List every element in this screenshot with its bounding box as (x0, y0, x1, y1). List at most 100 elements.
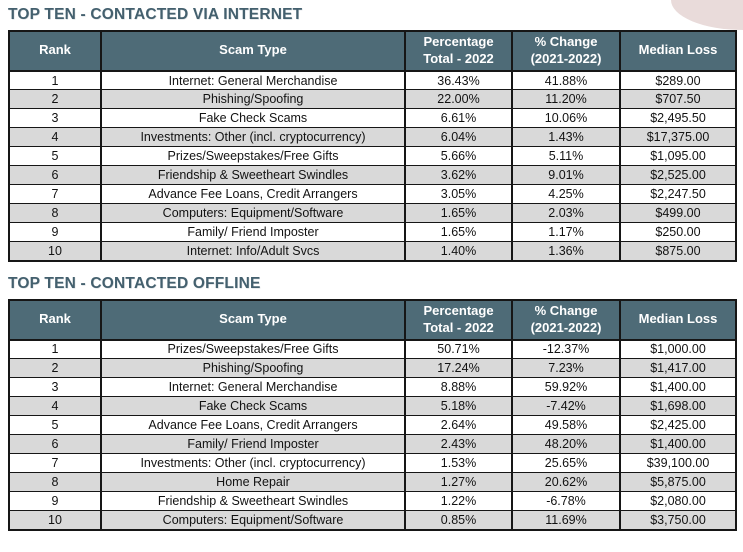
table-cell: 7 (8, 453, 102, 474)
table-cell: 9 (8, 491, 102, 512)
column-header: Rank (8, 30, 102, 72)
table-cell: $1,698.00 (619, 396, 737, 417)
table-cell: $289.00 (619, 70, 737, 91)
table-cell: 2.03% (511, 203, 621, 224)
table-cell: 11.69% (511, 510, 621, 531)
table-cell: $2,525.00 (619, 165, 737, 186)
table-cell: Advance Fee Loans, Credit Arrangers (100, 415, 406, 436)
table-row: 7 Investments: Other (incl. cryptocurrenc… (8, 453, 737, 474)
table-cell: 1 (8, 70, 102, 91)
table-cell: 5 (8, 146, 102, 167)
table-cell: 11.20% (511, 89, 621, 110)
table-cell: $39,100.00 (619, 453, 737, 474)
table-cell: 4.25% (511, 184, 621, 205)
table-cell: 3 (8, 377, 102, 398)
table-cell: $1,095.00 (619, 146, 737, 167)
table-cell: 17.24% (404, 358, 513, 379)
column-header: Median Loss (619, 298, 737, 341)
table-cell: $875.00 (619, 241, 737, 262)
table-cell: 1.22% (404, 491, 513, 512)
table-cell: Family/ Friend Imposter (100, 222, 406, 243)
table-row: 2 Phishing/Spoofing 17.24% 7.23% $1,417.00 (8, 358, 737, 379)
table-row: 1 Internet: General Merchandise 36.43% 41.8… (8, 70, 737, 91)
table-cell: $5,875.00 (619, 472, 737, 493)
table-cell: Advance Fee Loans, Credit Arrangers (100, 184, 406, 205)
table-cell: 8 (8, 203, 102, 224)
table-cell: 6.04% (404, 127, 513, 148)
table-cell: 25.65% (511, 453, 621, 474)
table-cell: Investments: Other (incl. cryptocurrency… (100, 127, 406, 148)
table-cell: Fake Check Scams (100, 396, 406, 417)
table-row: 10 Computers: Equipment/Software 0.85% 11.6… (8, 510, 737, 531)
table-cell: $1,000.00 (619, 339, 737, 360)
table-cell: $499.00 (619, 203, 737, 224)
table-cell: $3,750.00 (619, 510, 737, 531)
table-row: 4 Fake Check Scams 5.18% -7.42% $1,698.00 (8, 396, 737, 417)
table-row: 5 Advance Fee Loans, Credit Arrangers 2.64… (8, 415, 737, 436)
table-cell: 8.88% (404, 377, 513, 398)
table-cell: 3.05% (404, 184, 513, 205)
table-cell: 9.01% (511, 165, 621, 186)
section-title-contacted-offline: TOP TEN - CONTACTED OFFLINE (8, 274, 261, 292)
table-cell: 1.53% (404, 453, 513, 474)
table-cell: Internet: General Merchandise (100, 377, 406, 398)
table-cell: 36.43% (404, 70, 513, 91)
section-contacted-via-internet: TOP TEN - CONTACTED VIA INTERNET Rank Sca… (8, 6, 737, 262)
table-cell: 2.43% (404, 434, 513, 455)
table-row: 4 Investments: Other (incl. cryptocurrenc… (8, 127, 737, 148)
table-cell: 0.85% (404, 510, 513, 531)
table-cell: 7.23% (511, 358, 621, 379)
table-cell: Prizes/Sweepstakes/Free Gifts (100, 146, 406, 167)
table-cell: 1.36% (511, 241, 621, 262)
table-cell: -7.42% (511, 396, 621, 417)
table-row: 9 Family/ Friend Imposter 1.65% 1.17% $250.0… (8, 222, 737, 243)
table-cell: 6 (8, 165, 102, 186)
table-cell: Family/ Friend Imposter (100, 434, 406, 455)
table-row: 6 Family/ Friend Imposter 2.43% 48.20% $1,40… (8, 434, 737, 455)
table-contacted-via-internet: Rank Scam Type Percentage Total - 2022% Cha… (8, 30, 737, 262)
table-cell: 1.27% (404, 472, 513, 493)
table-cell: 49.58% (511, 415, 621, 436)
table-cell: $707.50 (619, 89, 737, 110)
table-cell: 48.20% (511, 434, 621, 455)
table-cell: 6.61% (404, 108, 513, 129)
section-title-contacted-via-internet: TOP TEN - CONTACTED VIA INTERNET (8, 6, 303, 23)
table-cell: 10.06% (511, 108, 621, 129)
table-row: 2 Phishing/Spoofing 22.00% 11.20% $707.50 (8, 89, 737, 110)
column-header: % Change (2021-2022) (511, 30, 621, 72)
column-header: Median Loss (619, 30, 737, 72)
column-header: Scam Type (100, 298, 406, 341)
table-cell: $250.00 (619, 222, 737, 243)
table-cell: Investments: Other (incl. cryptocurrency… (100, 453, 406, 474)
table-cell: 10 (8, 510, 102, 531)
table-cell: Internet: Info/Adult Svcs (100, 241, 406, 262)
table-cell: $17,375.00 (619, 127, 737, 148)
table-cell: 1.65% (404, 222, 513, 243)
table-cell: 2.64% (404, 415, 513, 436)
table-cell: -12.37% (511, 339, 621, 360)
table-row: 9 Friendship & Sweetheart Swindles 1.22% -6… (8, 491, 737, 512)
table-cell: $2,425.00 (619, 415, 737, 436)
column-header: Percentage Total - 2022 (404, 298, 513, 341)
table-cell: 3.62% (404, 165, 513, 186)
table-cell: 50.71% (404, 339, 513, 360)
table-cell: 7 (8, 184, 102, 205)
table-cell: Prizes/Sweepstakes/Free Gifts (100, 339, 406, 360)
table-cell: 1.40% (404, 241, 513, 262)
table-cell: 41.88% (511, 70, 621, 91)
table-row: 6 Friendship & Sweetheart Swindles 3.62% 9.… (8, 165, 737, 186)
table-cell: Friendship & Sweetheart Swindles (100, 165, 406, 186)
table-cell: 59.92% (511, 377, 621, 398)
table-cell: 3 (8, 108, 102, 129)
table-cell: Phishing/Spoofing (100, 358, 406, 379)
column-header: Percentage Total - 2022 (404, 30, 513, 72)
table-cell: $2,247.50 (619, 184, 737, 205)
table-cell: $2,495.50 (619, 108, 737, 129)
table-cell: 9 (8, 222, 102, 243)
table-cell: 5.18% (404, 396, 513, 417)
table-header-row: Rank Scam Type Percentage Total - 2022% Cha… (8, 30, 737, 72)
column-header: % Change (2021-2022) (511, 298, 621, 341)
table-cell: 2 (8, 358, 102, 379)
column-header: Scam Type (100, 30, 406, 72)
